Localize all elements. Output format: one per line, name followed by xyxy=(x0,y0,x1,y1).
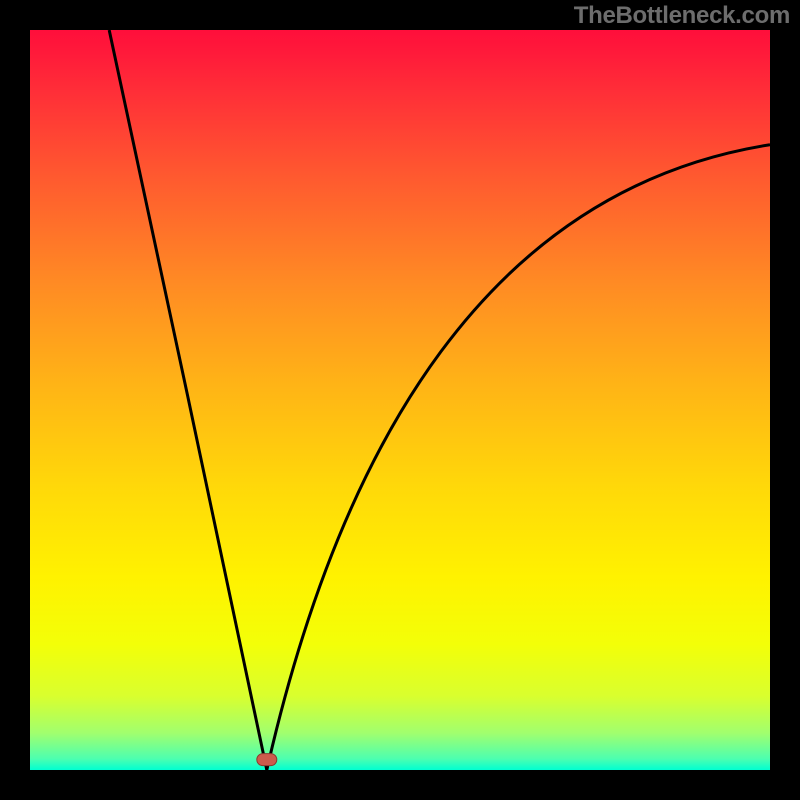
watermark-text: TheBottleneck.com xyxy=(574,2,790,30)
plot-svg xyxy=(30,30,770,770)
plot-area xyxy=(30,30,770,770)
notch-marker xyxy=(257,754,277,766)
chart-root: TheBottleneck.com xyxy=(0,0,800,800)
gradient-background xyxy=(30,30,770,770)
